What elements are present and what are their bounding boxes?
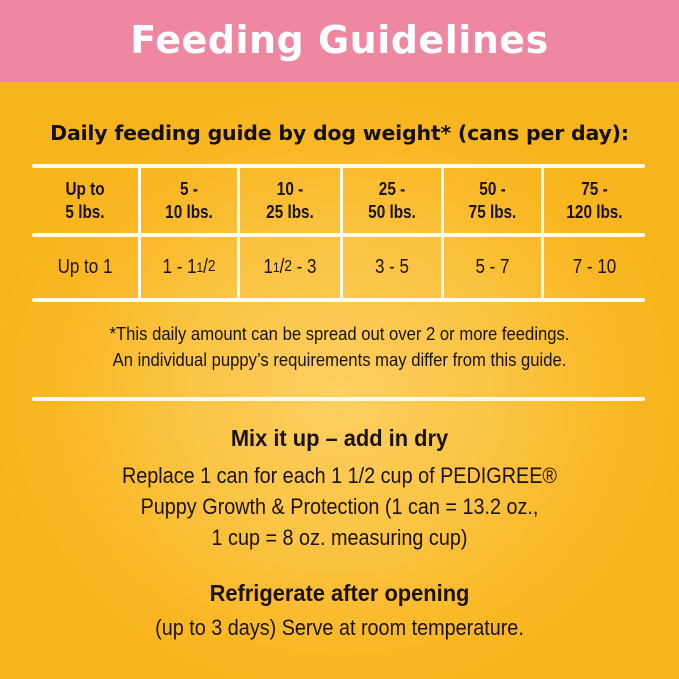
weight-header-cell: 50 - 75 lbs.	[451, 168, 533, 234]
section-divider	[32, 397, 645, 401]
weight-line2: 10 lbs.	[165, 202, 213, 222]
weight-line1: 75 -	[581, 179, 608, 199]
cans-whole: 1	[263, 255, 273, 278]
weight-line2: 50 lbs.	[368, 202, 416, 222]
cans-value-cell: Up to 1	[57, 255, 113, 278]
fraction-numerator: 1	[272, 259, 280, 275]
cans-value-cell: 1 1/2 - 3	[248, 236, 333, 298]
mix-it-up-body: Replace 1 can for each 1 1/2 cup of PEDI…	[41, 460, 639, 553]
column-divider	[237, 166, 240, 300]
table-top-border	[32, 164, 645, 168]
feeding-guide-title: Daily feeding guide by dog weight* (cans…	[50, 121, 629, 145]
weight-header-cell: 75 - 120 lbs.	[552, 168, 638, 234]
cans-value-cell: 3 - 5	[374, 255, 410, 278]
weight-line2: 5 lbs.	[65, 202, 105, 222]
fraction-denominator: 2	[284, 258, 292, 275]
weight-line2: 25 lbs.	[266, 202, 314, 222]
fraction-denominator: 2	[207, 258, 216, 275]
cans-suffix: - 3	[291, 255, 317, 278]
feeding-footnote: *This daily amount can be spread out ove…	[34, 321, 645, 373]
weight-line2: 120 lbs.	[566, 202, 623, 222]
weight-header-cell: Up to 5 lbs.	[40, 168, 130, 234]
mix-line2: Puppy Growth & Protection (1 can = 13.2 …	[140, 494, 539, 519]
refrigerate-body: (up to 3 days) Serve at room temperature…	[155, 615, 524, 640]
cans-value-cell: 5 - 7	[475, 255, 510, 278]
fraction-numerator: 1	[196, 259, 204, 275]
cans-value-cell: 7 - 10	[572, 255, 617, 278]
fraction-slash: /	[203, 255, 208, 278]
page-title: Feeding Guidelines	[130, 18, 549, 62]
weight-line2: 75 lbs.	[468, 202, 517, 222]
weight-header-cell: 25 - 50 lbs.	[350, 168, 433, 234]
fraction-slash: /	[279, 255, 285, 278]
column-divider	[541, 166, 544, 300]
footnote-line2: An individual puppy’s requirements may d…	[112, 349, 567, 370]
footnote-line1: *This daily amount can be spread out ove…	[109, 323, 570, 344]
mix-line3: 1 cup = 8 oz. measuring cup)	[211, 525, 468, 550]
weight-header-cell: 10 - 25 lbs.	[248, 168, 333, 234]
column-divider	[441, 166, 444, 300]
table-row-divider	[32, 233, 645, 237]
feeding-table: Up to 5 lbs. 5 - 10 lbs. 10 - 25 lbs. 25 - 5…	[32, 164, 645, 302]
header-banner: Feeding Guidelines	[0, 0, 679, 82]
mix-it-up-heading: Mix it up – add in dry	[230, 425, 449, 451]
table-bottom-border	[32, 298, 645, 302]
weight-line1: 10 -	[276, 179, 304, 199]
weight-line1: Up to	[65, 179, 105, 199]
refrigerate-heading: Refrigerate after opening	[209, 580, 470, 606]
column-divider	[138, 166, 141, 300]
cans-whole: 1 - 1	[162, 255, 197, 278]
weight-line1: 25 -	[378, 179, 406, 199]
weight-line1: 5 -	[180, 179, 198, 199]
cans-value-cell: 1 - 1 1/2	[148, 236, 230, 298]
mix-line1: Replace 1 can for each 1 1/2 cup of PEDI…	[121, 463, 558, 488]
weight-line1: 50 -	[479, 179, 506, 199]
column-divider	[340, 166, 343, 300]
weight-header-cell: 5 - 10 lbs.	[148, 168, 230, 234]
